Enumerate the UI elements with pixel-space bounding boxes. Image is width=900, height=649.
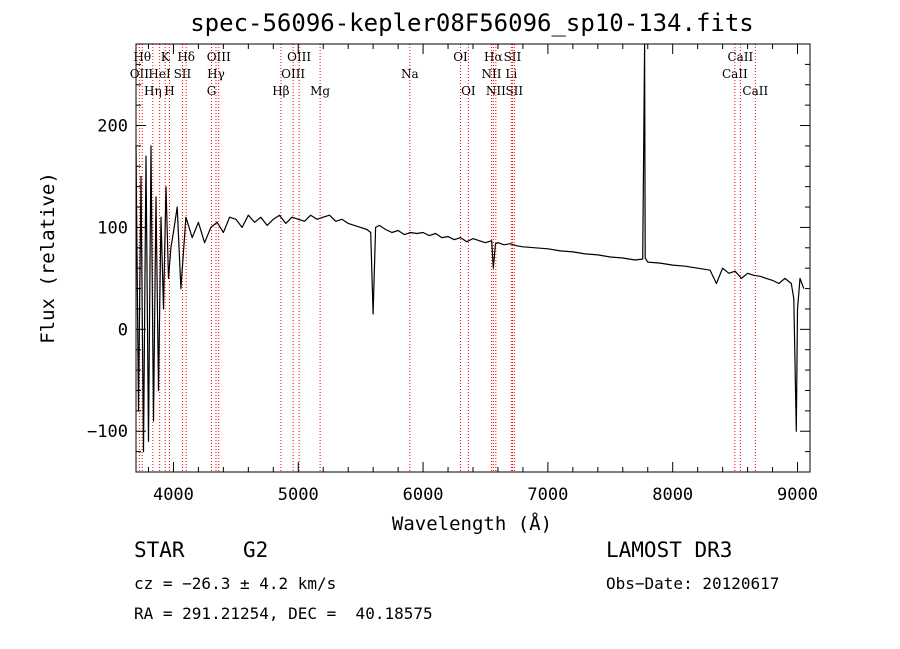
- spectral-line-markers: OIIHθHηHeIKHSIIHδGHγOIIIHβOIIIOIIIMgNaOI…: [130, 44, 768, 472]
- subclass: G2: [243, 538, 269, 562]
- line-label-23: SII: [505, 84, 523, 98]
- x-tick-label-3: 7000: [527, 485, 568, 505]
- line-label-0: OII: [130, 67, 150, 81]
- y-tick-label-1: 0: [118, 320, 128, 340]
- spectrum-layer: [135, 43, 805, 453]
- x-tick-label-1: 5000: [278, 485, 319, 505]
- line-label-15: Na: [401, 67, 419, 81]
- line-label-11: Hβ: [272, 84, 289, 98]
- y-tick-label-0: −100: [87, 422, 128, 442]
- line-label-13: OIII: [287, 50, 311, 64]
- survey-name: LAMOST DR3: [606, 538, 733, 562]
- x-tick-label-5: 9000: [777, 485, 818, 505]
- redshift-velocity: cz = −26.3 ± 4.2 km/s: [134, 574, 337, 593]
- line-label-1: Hθ: [133, 50, 151, 64]
- y-tick-label-3: 200: [97, 117, 128, 137]
- line-label-3: HeI: [148, 67, 171, 81]
- observation-date: Obs−Date: 20120617: [606, 574, 780, 593]
- line-label-21: Li: [505, 67, 517, 81]
- line-label-26: CaII: [742, 84, 768, 98]
- y-tick-label-2: 100: [97, 218, 128, 238]
- axes-layer: 4000 5000 6000 7000 8000 9000 −100 0 100 200: [87, 43, 818, 505]
- line-label-18: NII: [481, 67, 501, 81]
- line-label-12: OIII: [281, 67, 305, 81]
- line-label-19: Hα: [484, 50, 503, 64]
- line-label-9: Hγ: [207, 67, 225, 81]
- line-label-7: Hδ: [177, 50, 195, 64]
- line-label-8: G: [207, 84, 217, 98]
- line-label-6: SII: [174, 67, 192, 81]
- plot-frame: [135, 43, 811, 473]
- spectrum-line: [135, 43, 805, 453]
- chart-title: spec-56096-kepler08F56096_sp10-134.fits: [190, 9, 754, 37]
- line-label-24: CaII: [722, 67, 748, 81]
- line-label-17: OI: [461, 84, 476, 98]
- line-label-5: H: [164, 84, 174, 98]
- line-label-16: OI: [453, 50, 468, 64]
- y-axis-label: Flux (relative): [37, 172, 59, 344]
- line-label-10: OIII: [207, 50, 231, 64]
- line-label-4: K: [161, 50, 171, 64]
- object-class: STAR: [134, 538, 185, 562]
- line-label-2: Hη: [144, 84, 162, 98]
- line-label-25: CaII: [727, 50, 753, 64]
- line-label-14: Mg: [310, 84, 330, 98]
- x-tick-label-0: 4000: [153, 485, 194, 505]
- x-tick-label-2: 6000: [403, 485, 444, 505]
- x-tick-label-4: 8000: [652, 485, 693, 505]
- x-axis-label: Wavelength (Å): [392, 512, 552, 535]
- line-label-22: SII: [504, 50, 522, 64]
- coordinates: RA = 291.21254, DEC = 40.18575: [134, 604, 433, 623]
- line-label-20: NII: [486, 84, 506, 98]
